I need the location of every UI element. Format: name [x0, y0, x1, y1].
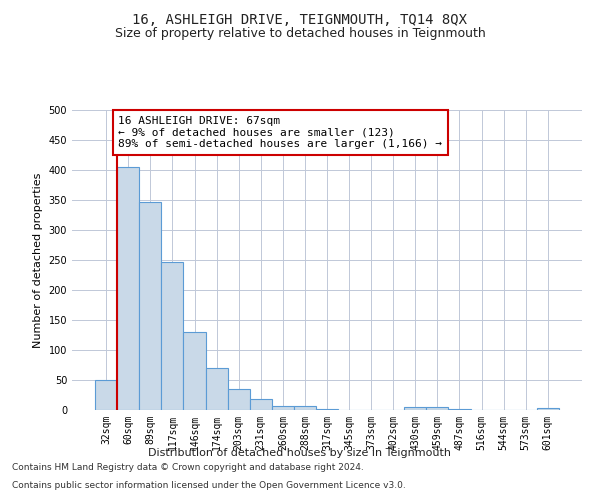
Bar [184, 332, 206, 410]
Bar [95, 380, 117, 410]
Text: Contains public sector information licensed under the Open Government Licence v3: Contains public sector information licen… [12, 481, 406, 490]
Bar [537, 408, 559, 410]
Text: Contains HM Land Registry data © Crown copyright and database right 2024.: Contains HM Land Registry data © Crown c… [12, 464, 364, 472]
Text: 16, ASHLEIGH DRIVE, TEIGNMOUTH, TQ14 8QX: 16, ASHLEIGH DRIVE, TEIGNMOUTH, TQ14 8QX [133, 12, 467, 26]
Y-axis label: Number of detached properties: Number of detached properties [33, 172, 43, 348]
Bar [404, 407, 427, 410]
Bar [161, 262, 184, 410]
Bar [117, 167, 139, 410]
Text: Distribution of detached houses by size in Teignmouth: Distribution of detached houses by size … [149, 448, 452, 458]
Bar [272, 406, 294, 410]
Bar [139, 202, 161, 410]
Text: 16 ASHLEIGH DRIVE: 67sqm
← 9% of detached houses are smaller (123)
89% of semi-d: 16 ASHLEIGH DRIVE: 67sqm ← 9% of detache… [118, 116, 442, 149]
Bar [448, 409, 470, 410]
Bar [427, 407, 448, 410]
Bar [294, 406, 316, 410]
Bar [227, 389, 250, 410]
Bar [250, 398, 272, 410]
Text: Size of property relative to detached houses in Teignmouth: Size of property relative to detached ho… [115, 28, 485, 40]
Bar [206, 368, 227, 410]
